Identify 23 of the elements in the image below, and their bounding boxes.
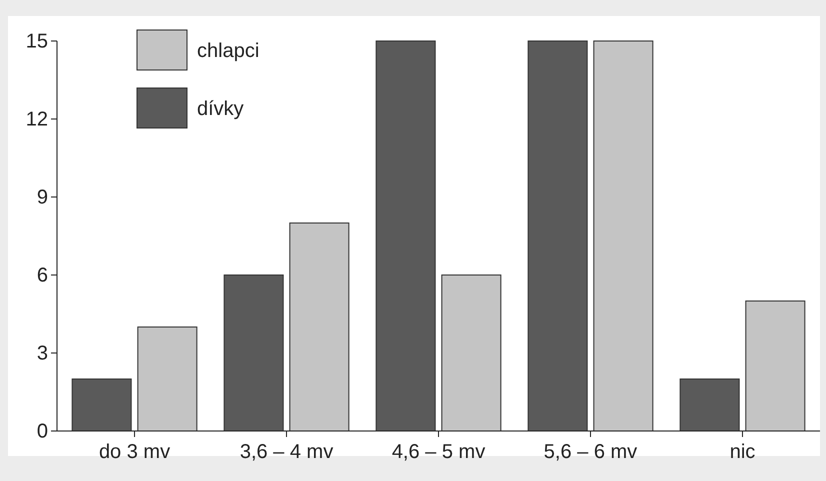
y-tick-label: 9 bbox=[36, 186, 48, 208]
bar bbox=[745, 300, 806, 432]
x-tick-label: 5,6 – 6 mv bbox=[544, 441, 638, 463]
legend-label: dívky bbox=[197, 98, 244, 120]
bar bbox=[528, 40, 588, 432]
y-tick-label: 3 bbox=[36, 342, 48, 364]
x-tick-label: do 3 mv bbox=[98, 441, 170, 463]
legend-label: chlapci bbox=[197, 40, 260, 62]
y-tick-label: 15 bbox=[26, 30, 48, 52]
y-tick-label: 0 bbox=[36, 420, 48, 442]
bar bbox=[224, 274, 284, 432]
x-tick-label: 3,6 – 4 mv bbox=[240, 441, 334, 463]
bar bbox=[593, 40, 654, 432]
bar bbox=[441, 274, 502, 432]
bar bbox=[289, 222, 350, 432]
bar bbox=[72, 378, 132, 432]
y-tick-label: 12 bbox=[26, 108, 48, 130]
bar bbox=[137, 326, 198, 432]
y-tick-label: 6 bbox=[36, 264, 48, 286]
x-tick-label: nic bbox=[730, 441, 756, 463]
bar bbox=[376, 40, 436, 432]
bar bbox=[680, 378, 740, 432]
x-tick-label: 4,6 – 5 mv bbox=[392, 441, 486, 463]
